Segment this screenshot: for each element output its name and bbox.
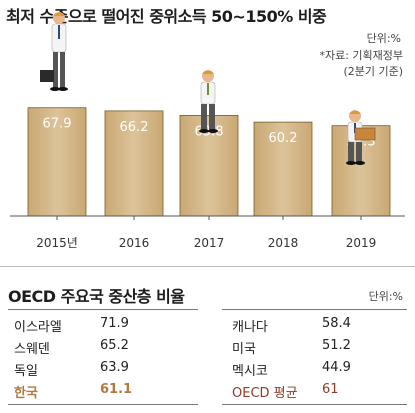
source-label: *자료: 기획재정부 bbox=[319, 49, 403, 62]
x-tick-label: 2016 bbox=[119, 236, 150, 250]
table-row-name: 캐나다 bbox=[232, 320, 268, 335]
bar-chart: 67.966.263.860.258.3 2015년20162017201820… bbox=[10, 12, 405, 250]
chart-unit-label: 단위:% bbox=[366, 32, 401, 45]
table-bottom-rule-left bbox=[8, 404, 198, 405]
x-tick-label: 2017 bbox=[194, 236, 225, 250]
x-tick-label: 2018 bbox=[268, 236, 299, 250]
businessman-figure-1 bbox=[40, 12, 68, 91]
bar-1 bbox=[104, 110, 164, 217]
table-row-value-highlight: 61.1 bbox=[100, 382, 133, 397]
bar-value-label: 67.9 bbox=[43, 117, 72, 132]
bar-3 bbox=[253, 121, 313, 217]
table-row-value: 63.9 bbox=[100, 360, 129, 375]
table-row-value: 44.9 bbox=[322, 360, 351, 375]
x-tick-label: 2015년 bbox=[36, 236, 78, 250]
chart-title: 최저 수준으로 떨어진 중위소득 50~150% 비중 bbox=[6, 7, 327, 26]
table-bottom-rule-right bbox=[222, 404, 407, 405]
table-row-name: 멕시코 bbox=[232, 364, 268, 379]
table-row-value: 58.4 bbox=[322, 316, 351, 331]
businessman-figure-2 bbox=[199, 70, 218, 133]
table-top-rule-left bbox=[8, 309, 198, 310]
bar-0 bbox=[27, 107, 87, 217]
source-note: (2분기 기준) bbox=[343, 65, 403, 78]
table-row-value: 51.2 bbox=[322, 338, 351, 353]
bar-value-label: 60.2 bbox=[269, 131, 298, 146]
section-divider bbox=[0, 266, 415, 267]
table-unit-label: 단위:% bbox=[368, 290, 403, 303]
table-row-name: 이스라엘 bbox=[14, 320, 62, 335]
table-row-name: 독일 bbox=[14, 364, 38, 379]
table-title: OECD 주요국 중산층 비율 bbox=[8, 287, 185, 306]
table-row-value: 65.2 bbox=[100, 338, 129, 353]
businessman-figure-3 bbox=[346, 110, 376, 165]
x-tick-label: 2019 bbox=[346, 236, 377, 250]
table-top-rule-right bbox=[222, 309, 407, 310]
table-row-name: 미국 bbox=[232, 342, 256, 357]
bar-value-label: 66.2 bbox=[120, 120, 149, 135]
table-row-value-highlight: 61 bbox=[322, 382, 339, 397]
table-row-name-highlight: 한국 bbox=[14, 386, 38, 401]
table-row-name: 스웨덴 bbox=[14, 342, 50, 357]
table-row-value: 71.9 bbox=[100, 316, 129, 331]
table-row-name-highlight: OECD 평균 bbox=[232, 386, 298, 401]
